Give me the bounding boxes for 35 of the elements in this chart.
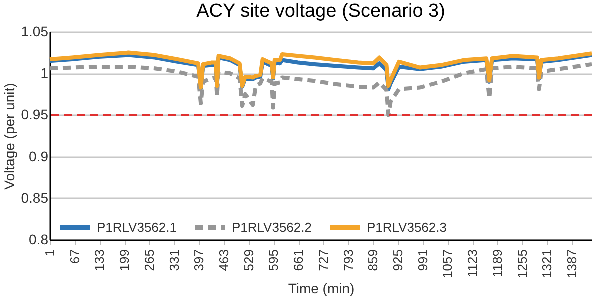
legend-label: P1RLV3562.3 <box>367 220 447 235</box>
x-tick-label: 1321 <box>540 250 555 278</box>
x-tick-label: 529 <box>241 250 256 272</box>
y-tick-label: 0.9 <box>29 148 49 164</box>
x-tick-label: 397 <box>192 250 207 272</box>
y-tick-label: 0.85 <box>21 190 49 206</box>
y-tick-label: 1 <box>40 65 49 82</box>
x-tick-label: 595 <box>266 250 282 272</box>
chart-title: ACY site voltage (Scenario 3) <box>196 1 446 22</box>
x-axis-title: Time (min) <box>288 280 355 296</box>
x-tick-label: 991 <box>415 250 430 272</box>
x-tick-label: 793 <box>340 250 356 272</box>
y-tick-label: 1.05 <box>21 24 49 40</box>
y-axis-title: Voltage (per unit) <box>1 83 18 190</box>
x-tick-label: 67 <box>67 250 82 264</box>
x-tick-label: 859 <box>366 250 381 272</box>
legend-label: P1RLV3562.1 <box>97 220 177 235</box>
x-tick-label: 1189 <box>490 250 505 278</box>
x-tick-label: 1 <box>42 250 58 257</box>
x-tick-label: 925 <box>390 250 406 272</box>
x-tick-label: 463 <box>216 250 232 272</box>
x-tick-label: 661 <box>291 250 306 272</box>
x-tick-label: 1255 <box>514 250 530 278</box>
line-series <box>48 62 594 118</box>
x-tick-label: 331 <box>166 250 182 272</box>
y-tick-label: 0.8 <box>29 232 49 248</box>
x-tick-label: 727 <box>316 250 331 272</box>
x-tick-label: 1057 <box>440 250 456 278</box>
y-tick-label: 0.95 <box>21 106 49 123</box>
legend-label: P1RLV3562.2 <box>232 220 312 235</box>
x-tick-label: 1123 <box>465 250 480 278</box>
x-tick-label: 133 <box>92 250 108 272</box>
x-tick-label: 265 <box>142 250 157 272</box>
x-tick-label: 199 <box>117 250 132 272</box>
x-tick-label: 1387 <box>564 250 580 278</box>
